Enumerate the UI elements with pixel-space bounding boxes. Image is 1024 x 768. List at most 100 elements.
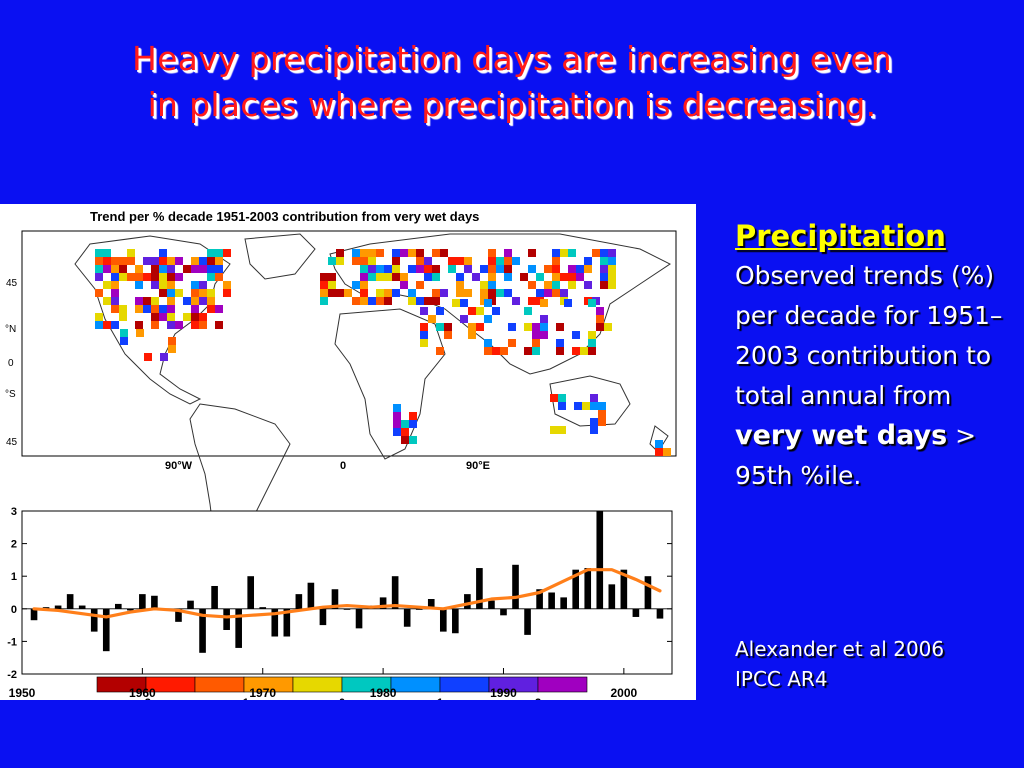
title-line-1: Heavy precipitation days are increasing …	[131, 39, 893, 78]
heatmap-cell	[420, 307, 428, 315]
heatmap-cell	[464, 289, 472, 297]
heatmap-cell	[191, 321, 199, 329]
heatmap-cell	[484, 315, 492, 323]
heatmap-cell	[488, 249, 496, 257]
heatmap-cell	[320, 289, 328, 297]
heatmap-cell	[376, 265, 384, 273]
heatmap-cell	[552, 281, 560, 289]
heatmap-cell	[584, 281, 592, 289]
heatmap-cell	[167, 257, 175, 265]
heatmap-cell	[159, 313, 167, 321]
heatmap-cell	[175, 273, 183, 281]
heatmap-cell	[408, 249, 416, 257]
heatmap-cell	[424, 273, 432, 281]
heatmap-cell	[596, 307, 604, 315]
colorbar	[96, 676, 588, 693]
bar	[247, 576, 255, 609]
heatmap-cell	[167, 313, 175, 321]
figure-svg: Trend per % decade 1951-2003 contributio…	[5, 209, 677, 709]
heatmap-cell	[604, 323, 612, 331]
heatmap-cell	[456, 273, 464, 281]
heatmap-cell	[175, 257, 183, 265]
heatmap-cell	[95, 257, 103, 265]
bar	[512, 564, 519, 609]
heatmap-cell	[95, 249, 103, 257]
heatmap-cell	[199, 321, 207, 329]
heatmap-cell	[504, 257, 512, 265]
heatmap-cell	[95, 313, 103, 321]
bar	[295, 594, 303, 609]
heatmap-cell	[492, 307, 500, 315]
heatmap-cell	[183, 265, 191, 273]
heatmap-cell	[103, 297, 111, 305]
heatmap-cell	[159, 249, 167, 257]
heatmap-cell	[655, 448, 663, 456]
heatmap-cell	[468, 307, 476, 315]
heatmap-cell	[488, 257, 496, 265]
heatmap-cell	[444, 323, 452, 331]
heatmap-cell	[368, 273, 376, 281]
heatmap-cell	[215, 321, 223, 329]
bar	[90, 608, 98, 632]
heatmap-cell	[120, 329, 128, 337]
citation-line-2: IPCC AR4	[735, 667, 828, 691]
heatmap-cell	[320, 281, 328, 289]
heatmap-cell	[409, 412, 417, 420]
heatmap-cell	[191, 313, 199, 321]
heatmap-cell	[540, 331, 548, 339]
heatmap-cell	[476, 323, 484, 331]
heatmap-cell	[191, 281, 199, 289]
y-tick-label: 2	[11, 539, 17, 551]
heatmap-cell	[416, 257, 424, 265]
heatmap-cell	[401, 436, 409, 444]
bar	[151, 595, 158, 609]
heatmap-cell	[420, 339, 428, 347]
heatmap-cell	[460, 299, 468, 307]
heatmap-cell	[608, 273, 616, 281]
bar	[572, 569, 580, 609]
heatmap-cell	[360, 281, 368, 289]
heatmap-cell	[452, 299, 460, 307]
heatmap-cell	[556, 347, 564, 355]
bar	[30, 608, 38, 621]
heatmap-cell	[360, 289, 368, 297]
y-tick-label: -1	[7, 636, 17, 648]
heatmap-cell	[416, 265, 424, 273]
heatmap-cell	[500, 347, 508, 355]
heatmap-cell	[528, 297, 536, 305]
heatmap-cell	[111, 273, 119, 281]
heatmap-cell	[199, 281, 207, 289]
heatmap-cell	[159, 265, 167, 273]
heatmap-cell	[532, 347, 540, 355]
heatmap-cell	[183, 313, 191, 321]
heatmap-cell	[568, 281, 576, 289]
heatmap-cell	[328, 289, 336, 297]
heatmap-cell	[420, 331, 428, 339]
heatmap-cell	[151, 281, 159, 289]
heatmap-cell	[598, 402, 606, 410]
heatmap-cell	[584, 257, 592, 265]
heatmap-cell	[127, 273, 135, 281]
heatmap-cell	[528, 281, 536, 289]
heatmap-cell	[159, 273, 167, 281]
colorbar-tick-label: 2	[535, 697, 541, 700]
heatmap-cell	[600, 257, 608, 265]
bar	[452, 608, 459, 634]
bar	[127, 608, 134, 611]
heatmap-cell	[368, 257, 376, 265]
heatmap-cell	[504, 289, 512, 297]
heatmap-cell	[191, 265, 199, 273]
heatmap-cell	[409, 420, 417, 428]
bar	[139, 594, 146, 609]
heatmap-cell	[540, 323, 548, 331]
heatmap-cell	[588, 331, 596, 339]
bar	[403, 608, 411, 627]
heatmap-cell	[508, 339, 516, 347]
bar	[114, 603, 122, 609]
heatmap-cell	[175, 321, 183, 329]
heatmap-cell	[384, 273, 392, 281]
side-body: Observed trends (%) per decade for 1951–…	[735, 256, 1020, 496]
heatmap-cell	[143, 305, 151, 313]
heatmap-cell	[368, 249, 376, 257]
bar	[355, 608, 363, 629]
